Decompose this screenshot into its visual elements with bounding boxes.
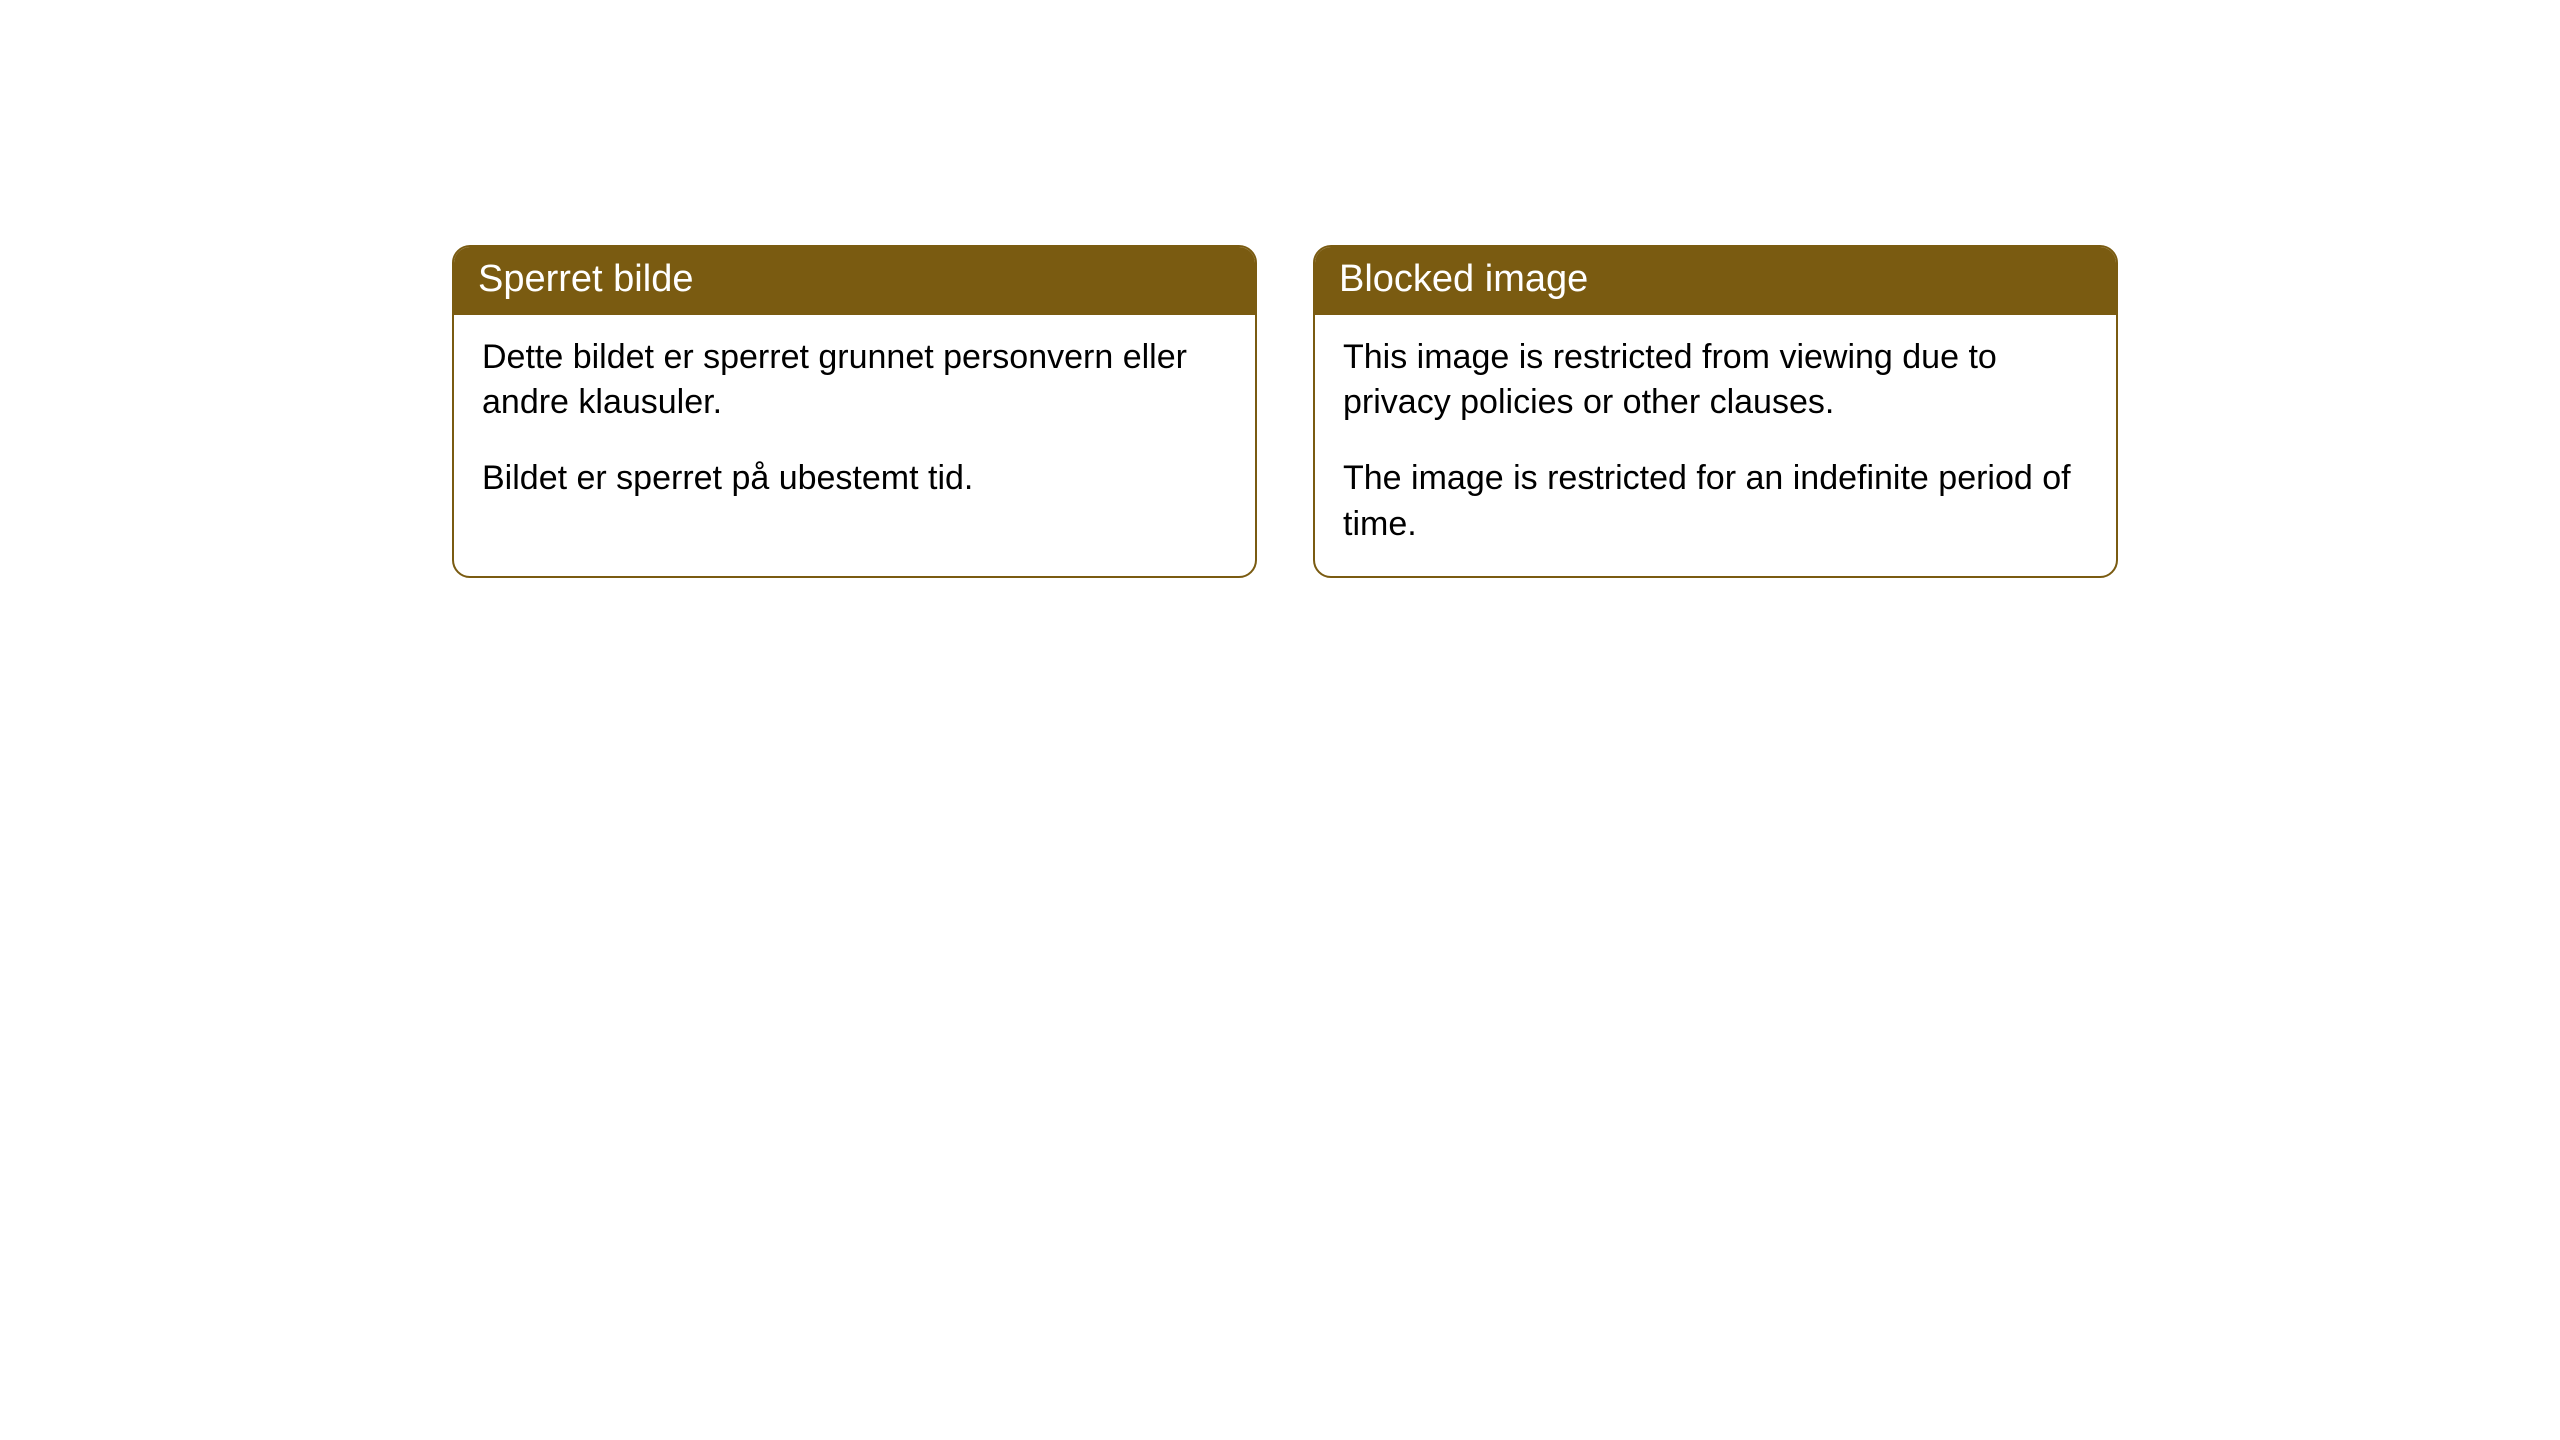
notice-text-p1: This image is restricted from viewing du… (1343, 335, 2088, 427)
notice-container: Sperret bilde Dette bildet er sperret gr… (452, 245, 2118, 578)
notice-header-english: Blocked image (1315, 247, 2116, 315)
notice-header-norwegian: Sperret bilde (454, 247, 1255, 315)
notice-card-norwegian: Sperret bilde Dette bildet er sperret gr… (452, 245, 1257, 578)
notice-card-english: Blocked image This image is restricted f… (1313, 245, 2118, 578)
notice-text-p2: The image is restricted for an indefinit… (1343, 456, 2088, 548)
notice-body-english: This image is restricted from viewing du… (1315, 315, 2116, 577)
notice-text-p1: Dette bildet er sperret grunnet personve… (482, 335, 1227, 427)
notice-text-p2: Bildet er sperret på ubestemt tid. (482, 456, 1227, 502)
notice-body-norwegian: Dette bildet er sperret grunnet personve… (454, 315, 1255, 531)
